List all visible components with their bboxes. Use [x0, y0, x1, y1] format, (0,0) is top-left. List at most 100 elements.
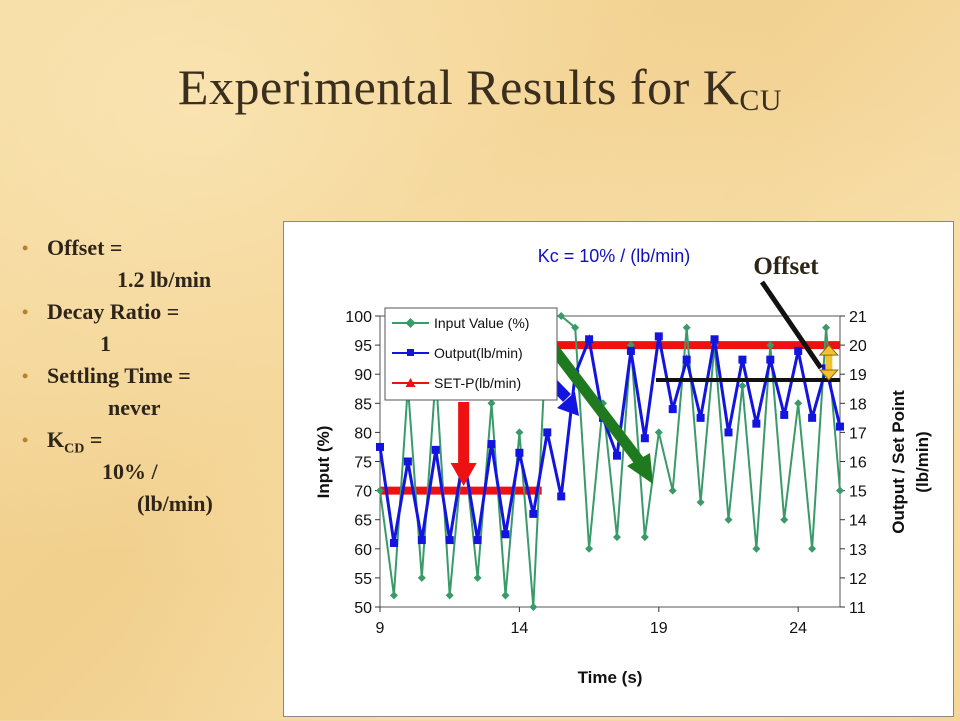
- slide-title: Experimental Results for KCU: [0, 58, 960, 118]
- bullet-kcd-value-1: 10% /: [102, 459, 158, 484]
- kcd-k: K: [47, 427, 65, 452]
- output-point: [389, 538, 398, 547]
- input-value-point: [724, 515, 733, 524]
- input-value-line: [379, 315, 841, 608]
- series-layer: [376, 312, 844, 611]
- y-tick-label: 85: [354, 396, 372, 413]
- output-point: [808, 413, 817, 422]
- output-point: [529, 509, 538, 518]
- bullet-offset-label: Offset =: [47, 235, 123, 260]
- output-point: [376, 442, 384, 451]
- kcd-sub: CD: [64, 441, 85, 457]
- input-value-point: [836, 486, 844, 495]
- x-tick-label: 24: [789, 620, 807, 637]
- input-value-point: [571, 323, 580, 332]
- bullet-kcd-value-2: (lb/min): [137, 491, 213, 516]
- bullet-decay-ratio-label: Decay Ratio =: [47, 299, 180, 324]
- y-tick-label: 75: [354, 455, 372, 472]
- bullet-dot: •: [22, 430, 29, 450]
- output-point: [780, 410, 789, 419]
- bullet-kcd-label: KCD =: [47, 424, 102, 465]
- output-point: [473, 536, 482, 545]
- y-tick-label: 60: [354, 542, 372, 559]
- bullet-settling-time-label: Settling Time =: [47, 363, 191, 388]
- offset-pointer-line: [759, 280, 823, 370]
- bullet-settling-time-value: never: [108, 395, 161, 420]
- green-arrow-shaft: [539, 332, 645, 466]
- y2-axis-label-line2: (lb/min): [913, 431, 932, 492]
- title-subscript: CU: [739, 84, 783, 117]
- y-tick-label: 100: [345, 309, 372, 326]
- bullet-list: • Offset = 1.2 lb/min • Decay Ratio = 1 • S…: [22, 232, 284, 520]
- output-point: [431, 445, 440, 454]
- y2-tick-label: 15: [849, 484, 867, 501]
- y2-tick-label: 11: [849, 600, 866, 617]
- bullet-settling-time: • Settling Time =: [22, 360, 284, 392]
- output-point: [445, 536, 454, 545]
- input-value-point: [766, 341, 775, 350]
- output-point: [794, 346, 803, 355]
- legend-label-input: Input Value (%): [434, 315, 529, 331]
- y-axis-label: Input (%): [314, 426, 333, 499]
- bullet-kcd: • KCD =: [22, 424, 284, 456]
- output-point: [543, 428, 552, 437]
- input-value-point: [529, 603, 538, 611]
- bullet-dot: •: [22, 302, 29, 322]
- input-value-point: [473, 573, 482, 582]
- y2-tick-label: 20: [849, 338, 867, 355]
- output-point: [724, 428, 733, 437]
- input-value-point: [808, 544, 817, 553]
- output-point: [403, 457, 412, 466]
- bullet-decay-ratio: • Decay Ratio =: [22, 296, 284, 328]
- input-value-point: [696, 498, 705, 507]
- output-point: [487, 440, 496, 449]
- output-point: [696, 413, 705, 422]
- y2-tick-label: 21: [849, 309, 867, 326]
- input-value-point: [585, 544, 594, 553]
- green-arrow-head: [627, 453, 653, 484]
- x-axis-label: Time (s): [578, 668, 643, 687]
- bullet-dot: •: [22, 366, 29, 386]
- bullet-offset-value: 1.2 lb/min: [117, 267, 212, 292]
- input-value-point: [794, 399, 803, 408]
- input-value-point: [682, 323, 691, 332]
- input-value-point: [738, 381, 747, 390]
- y2-tick-label: 14: [849, 513, 867, 530]
- output-point: [766, 355, 775, 364]
- output-line: [378, 333, 842, 544]
- input-value-point: [417, 573, 426, 582]
- output-point: [682, 355, 691, 364]
- input-value-point: [515, 428, 524, 437]
- y2-tick-label: 12: [849, 571, 867, 588]
- y-tick-label: 90: [354, 367, 372, 384]
- output-point: [557, 492, 566, 501]
- input-value-point: [501, 591, 510, 600]
- output-point: [612, 451, 621, 460]
- x-tick-label: 9: [376, 620, 385, 637]
- input-value-point: [599, 399, 608, 408]
- output-point: [585, 335, 594, 344]
- output-point: [417, 536, 426, 545]
- y-tick-label: 50: [354, 600, 372, 617]
- input-value-point: [389, 591, 398, 600]
- blue-arrow-head: [557, 392, 579, 416]
- offset-arrow-head-up: [818, 344, 839, 356]
- output-point: [501, 530, 510, 539]
- input-value-point: [487, 399, 496, 408]
- input-value-point: [445, 591, 454, 600]
- output-point: [738, 355, 747, 364]
- chart-svg: Kc = 10% / (lb/min) Offset 100 95 90 85 80 75…: [314, 246, 932, 687]
- y2-axis-label-line1: Output / Set Point: [889, 390, 908, 534]
- input-value-point: [640, 533, 649, 542]
- y-tick-label: 70: [354, 484, 372, 501]
- input-value-point: [612, 533, 621, 542]
- legend-label-output: Output(lb/min): [434, 345, 523, 361]
- y2-tick-label: 18: [849, 396, 867, 413]
- output-point: [654, 332, 663, 341]
- output-point: [668, 405, 677, 414]
- input-value-point: [654, 428, 663, 437]
- input-value-point: [752, 544, 761, 553]
- title-text: Experimental Results for K: [177, 59, 740, 115]
- bullet-decay-ratio-value: 1: [100, 331, 111, 356]
- chart-legend: Input Value (%) Output(lb/min) SET-P(lb/…: [384, 307, 558, 401]
